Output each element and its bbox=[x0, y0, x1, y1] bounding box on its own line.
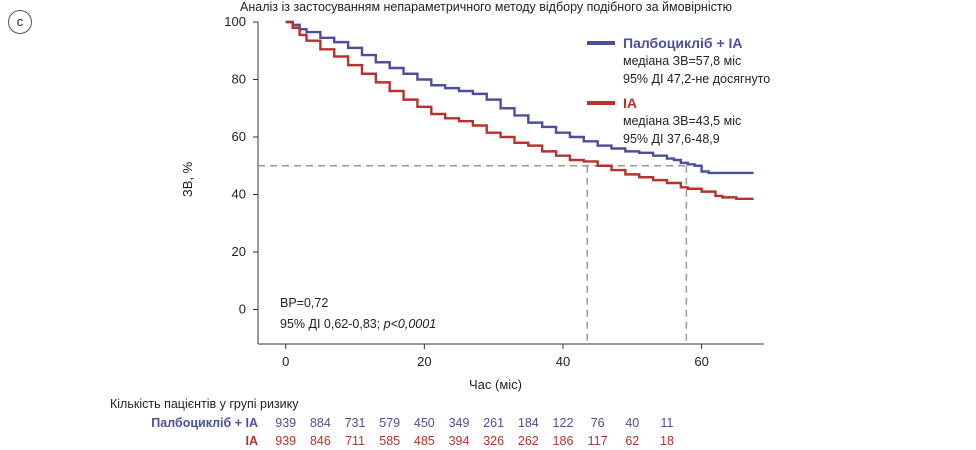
risk-value: 11 bbox=[660, 416, 674, 430]
risk-value: 76 bbox=[590, 416, 605, 430]
legend-ci-palbo: 95% ДІ 47,2-не досягнуто bbox=[623, 72, 771, 86]
legend: Палбоцикліб + ІА медіана ЗВ=57,8 міс 95%… bbox=[587, 34, 770, 148]
risk-value: 40 bbox=[625, 416, 640, 430]
legend-ci-ia: 95% ДІ 37,6-48,9 bbox=[623, 132, 720, 146]
legend-name-ia: ІА bbox=[623, 95, 637, 111]
risk-table-title: Кількість пацієнтів у групі ризику bbox=[110, 397, 299, 411]
risk-value: 18 bbox=[660, 434, 674, 448]
legend-median-palbo: медіана ЗВ=57,8 міс bbox=[623, 54, 742, 68]
x-tick-label: 0 bbox=[282, 354, 289, 369]
risk-row-label: ІА bbox=[245, 434, 259, 448]
risk-value: 122 bbox=[552, 416, 574, 430]
y-tick-label: 40 bbox=[232, 187, 246, 202]
risk-value: 579 bbox=[379, 416, 401, 430]
risk-value: 884 bbox=[309, 416, 331, 430]
risk-value: 485 bbox=[413, 434, 435, 448]
risk-value: 585 bbox=[379, 434, 401, 448]
risk-value: 711 bbox=[345, 434, 365, 448]
risk-value: 939 bbox=[275, 416, 297, 430]
ci-text: 95% ДІ 0,62-0,83; bbox=[280, 317, 384, 331]
risk-value: 731 bbox=[344, 416, 366, 430]
risk-value: 450 bbox=[413, 416, 435, 430]
p-value: p<0,0001 bbox=[383, 317, 437, 331]
y-tick-label: 80 bbox=[232, 72, 246, 87]
risk-value: 186 bbox=[552, 434, 574, 448]
risk-row-palbo: Палбоцикліб + ІА 939 884 731 579 450 349 261 18… bbox=[0, 416, 976, 432]
legend-swatch-ia bbox=[587, 101, 615, 105]
risk-row-label: Палбоцикліб + ІА bbox=[151, 416, 258, 430]
risk-value: 261 bbox=[483, 416, 505, 430]
chart-title: Аналіз із застосуванням непараметричного… bbox=[240, 0, 732, 14]
risk-value: 117 bbox=[587, 434, 608, 448]
risk-value: 184 bbox=[517, 416, 539, 430]
y-tick-label: 60 bbox=[232, 129, 246, 144]
x-tick-label: 60 bbox=[694, 354, 708, 369]
risk-row-ia: ІА 939 846 711 585 485 394 326 262 186 117 62 18 bbox=[0, 434, 976, 450]
risk-value: 326 bbox=[483, 434, 505, 448]
legend-entry-palbo: Палбоцикліб + ІА bbox=[587, 34, 770, 52]
risk-value: 349 bbox=[448, 416, 470, 430]
x-axis-label: Час (міс) bbox=[469, 377, 522, 392]
hazard-ratio: ВР=0,72 bbox=[280, 296, 329, 310]
stats-box: ВР=0,72 95% ДІ 0,62-0,83; p<0,0001 bbox=[280, 293, 436, 335]
legend-name-palbo: Палбоцикліб + ІА bbox=[623, 35, 743, 51]
risk-value: 394 bbox=[448, 434, 470, 448]
panel-label: c bbox=[8, 10, 32, 34]
risk-value: 939 bbox=[275, 434, 297, 448]
y-axis-label: ЗВ, % bbox=[180, 161, 196, 198]
y-tick-label: 20 bbox=[232, 244, 246, 259]
legend-median-ia: медіана ЗВ=43,5 міс bbox=[623, 114, 742, 128]
ci-line: 95% ДІ 0,62-0,83; p<0,0001 bbox=[280, 314, 436, 335]
y-tick-label: 100 bbox=[224, 14, 246, 29]
risk-value: 62 bbox=[625, 434, 640, 448]
risk-value: 846 bbox=[309, 434, 331, 448]
risk-value: 262 bbox=[517, 434, 539, 448]
y-tick-label: 0 bbox=[239, 302, 246, 317]
series-line-ia bbox=[285, 20, 754, 201]
x-tick-label: 20 bbox=[417, 354, 431, 369]
x-tick-label: 40 bbox=[556, 354, 570, 369]
series-line-palbo bbox=[285, 20, 754, 175]
legend-entry-ia: ІА bbox=[587, 94, 770, 112]
legend-swatch-palbo bbox=[587, 41, 615, 45]
